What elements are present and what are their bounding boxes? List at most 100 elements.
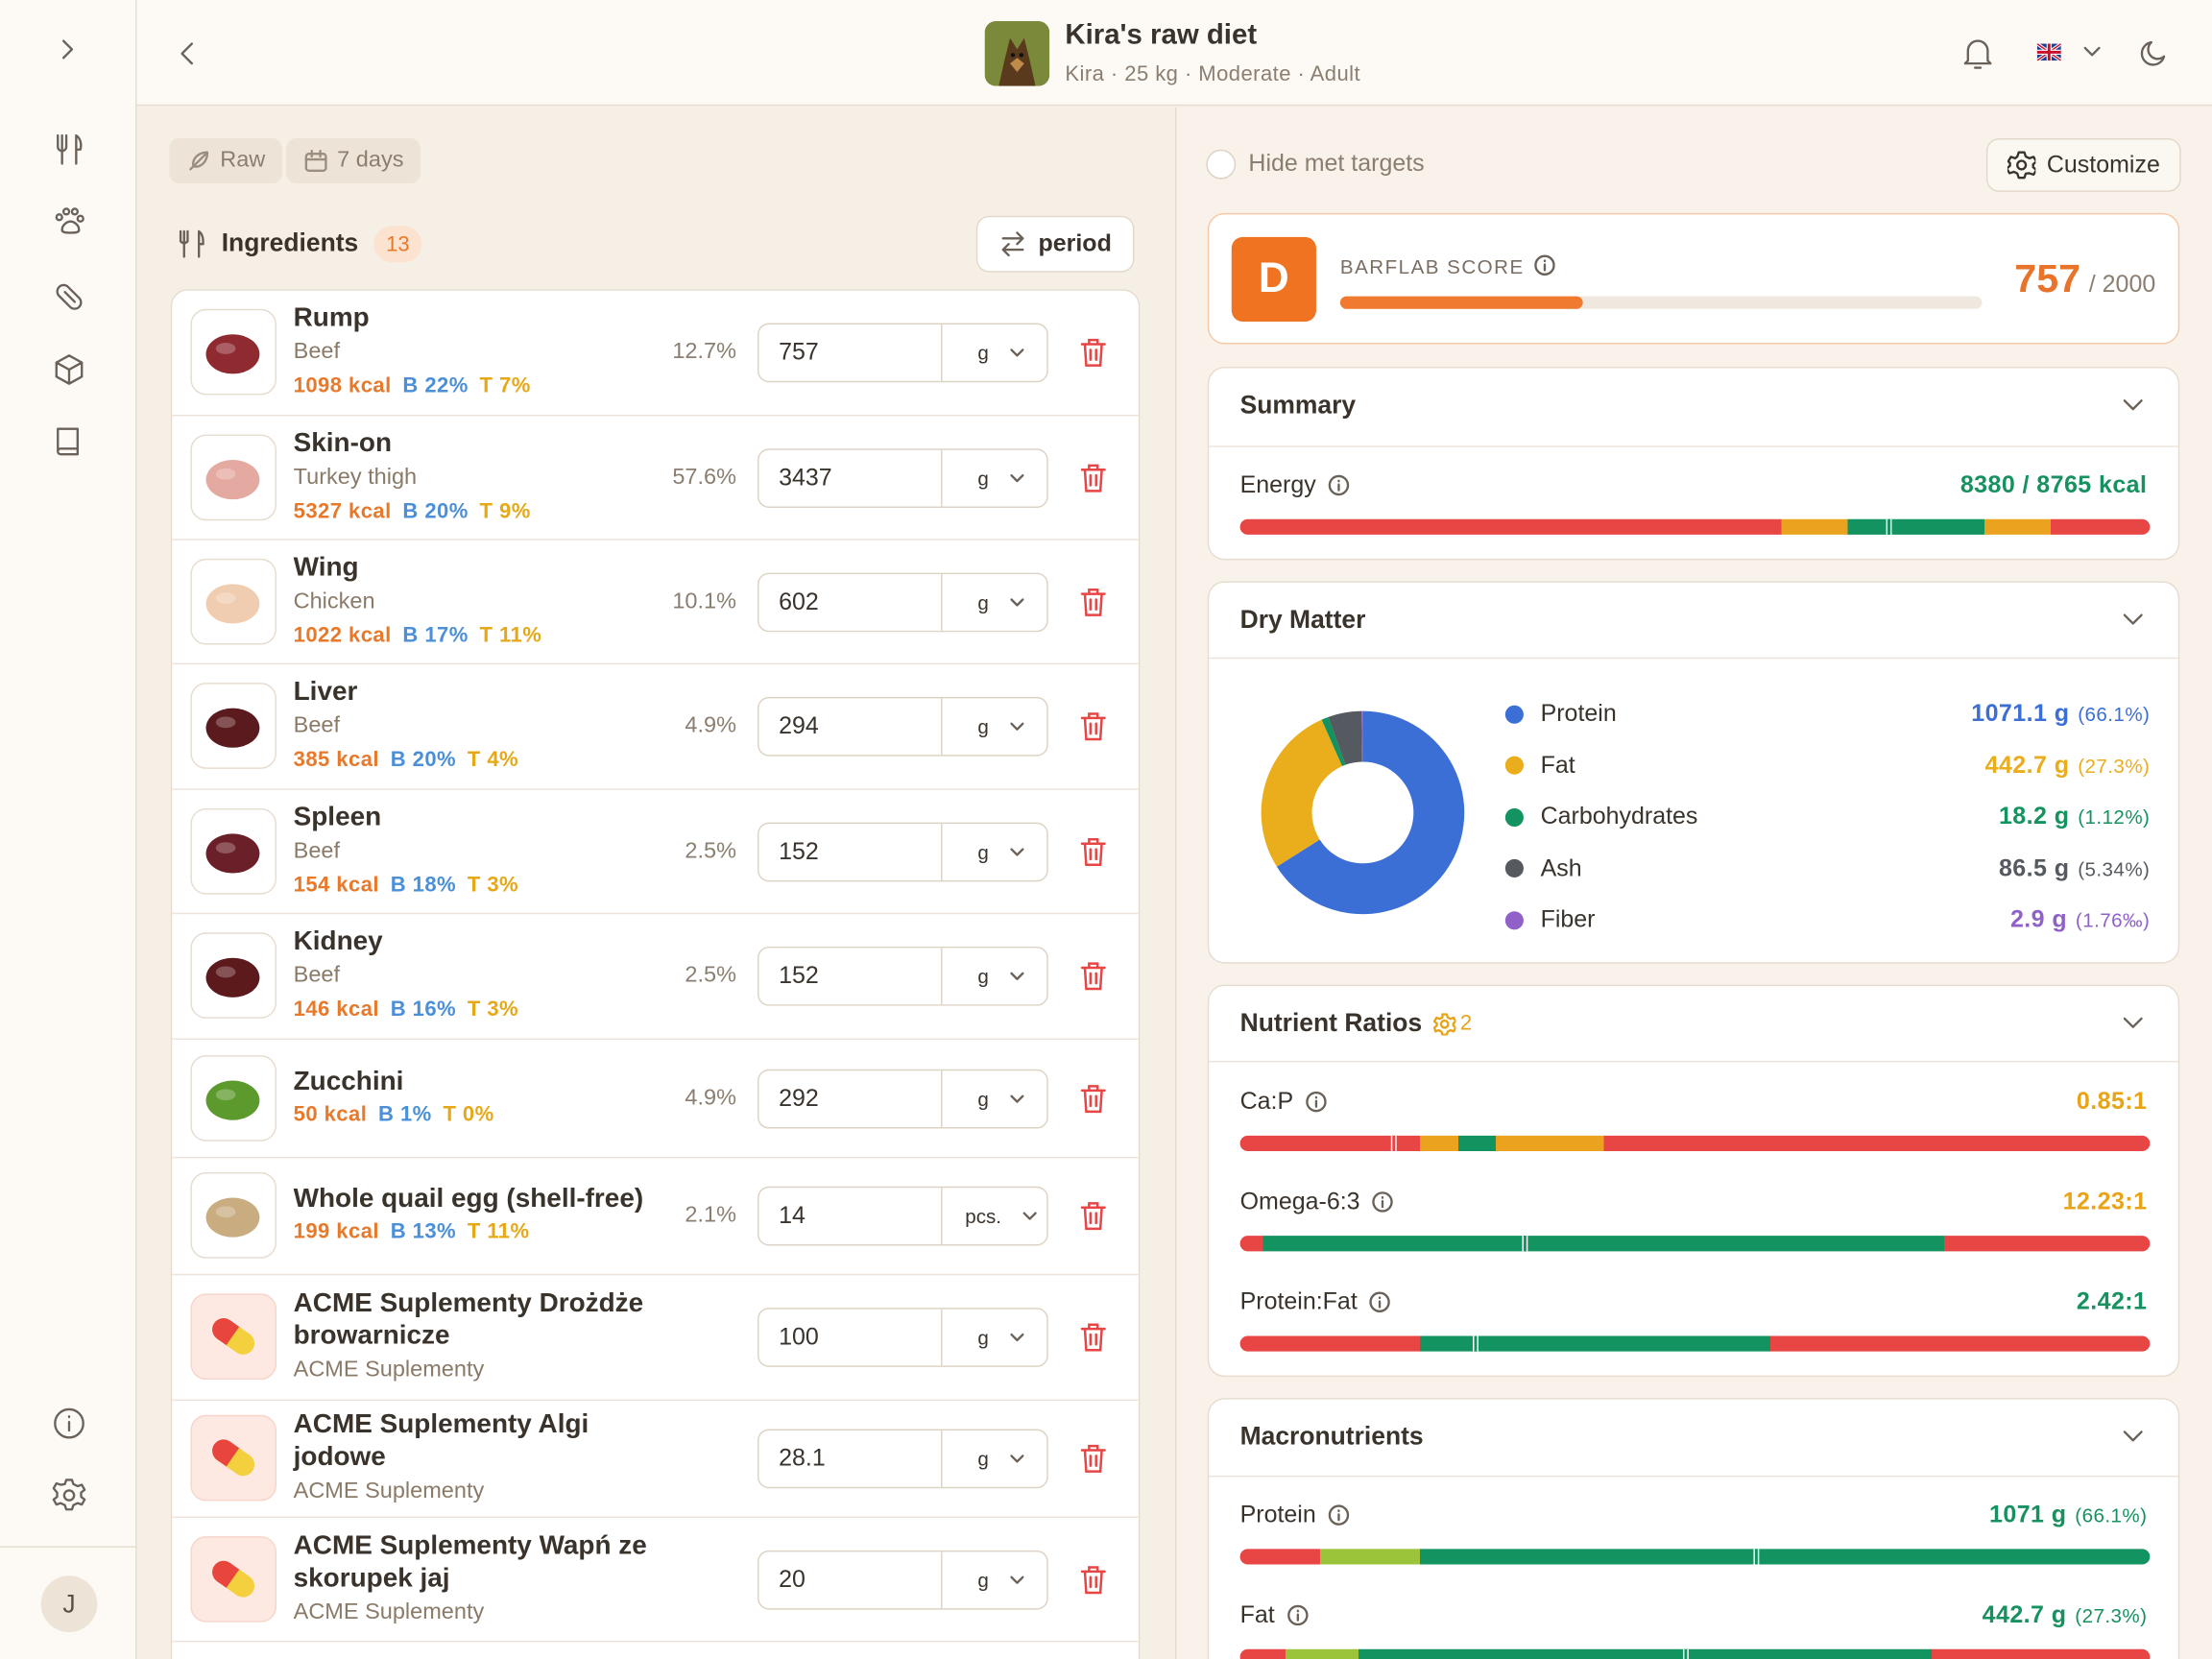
row-value: 0.85:1 — [2077, 1088, 2147, 1116]
amount-input[interactable]: 20 g — [757, 1550, 1048, 1609]
collapse[interactable] — [2122, 1014, 2145, 1031]
back-button[interactable] — [177, 41, 200, 66]
protein-share: B 13% — [390, 1219, 457, 1244]
amount-input[interactable]: 152 g — [757, 946, 1048, 1006]
info-icon[interactable] — [1369, 1290, 1392, 1313]
info-icon[interactable] — [1328, 1503, 1351, 1527]
info-icon[interactable] — [1533, 253, 1556, 276]
ingredient-name: ACME Suplementy Algi jodowe — [293, 1409, 589, 1473]
legend-name: Fat — [1540, 751, 1575, 779]
info-icon[interactable] — [1305, 1091, 1328, 1114]
unit-label: g — [977, 1326, 989, 1349]
delete-button[interactable] — [1079, 961, 1107, 992]
info-icon[interactable] — [1371, 1190, 1394, 1214]
settings-icon[interactable] — [51, 1477, 87, 1513]
protein-share: B 20% — [390, 747, 457, 772]
sidebar: J — [0, 0, 137, 1659]
delete-button[interactable] — [1079, 1443, 1107, 1474]
value: 2.42:1 — [2076, 1287, 2148, 1315]
gauge — [1239, 1135, 2151, 1152]
unit-select[interactable]: g — [943, 1310, 1047, 1366]
share: (5.34%) — [2078, 857, 2151, 880]
hide-met-label: Hide met targets — [1248, 149, 1425, 177]
delete-button[interactable] — [1079, 337, 1107, 368]
expand-icon[interactable] — [57, 38, 80, 61]
amount-value: 20 — [759, 1551, 943, 1608]
delete-button[interactable] — [1079, 836, 1107, 867]
products-icon[interactable] — [51, 351, 87, 388]
diet-type-chip[interactable]: Raw — [169, 138, 282, 184]
language-menu[interactable] — [2082, 44, 2103, 61]
ratios-card: Nutrient Ratios 2 Ca:P 0.85:1 Omega-6:3 12.2… — [1207, 984, 2180, 1378]
unit-label: g — [977, 341, 989, 365]
ingredient-thumb — [190, 433, 277, 520]
delete-button[interactable] — [1079, 1200, 1107, 1231]
chip-label: Raw — [220, 148, 266, 173]
notifications[interactable] — [1960, 36, 1994, 72]
amount-input[interactable]: 152 g — [757, 821, 1048, 881]
nutrient-line: 154 kcal B 18% T 3% — [294, 868, 675, 902]
supplements-icon[interactable] — [51, 279, 87, 316]
delete-button[interactable] — [1079, 587, 1107, 617]
fat-share: T 0% — [443, 1101, 494, 1126]
ingredient-percent: 10.1% — [672, 589, 737, 613]
delete-button[interactable] — [1079, 1564, 1107, 1595]
delete-button[interactable] — [1079, 711, 1107, 742]
unit-select[interactable]: g — [943, 698, 1047, 755]
ingredient-source: ACME Suplementy — [293, 1599, 485, 1624]
share: (1.12%) — [2078, 805, 2151, 829]
ingredient-row: Zucchini 50 kcal B 1% T 0% 4.9% 292 g — [172, 1040, 1139, 1159]
amount-value: 152 — [759, 948, 943, 1005]
collapse[interactable] — [2122, 397, 2145, 414]
share: (27.3%) — [2078, 754, 2151, 778]
theme-toggle[interactable] — [2137, 36, 2171, 70]
amount-input[interactable]: 602 g — [757, 571, 1048, 632]
unit-select[interactable]: g — [943, 449, 1047, 506]
unit-select[interactable]: pcs. — [943, 1188, 1047, 1244]
donut-slice — [1261, 719, 1343, 867]
unit-select[interactable]: g — [943, 948, 1047, 1004]
info-icon[interactable] — [51, 1406, 87, 1442]
amount-input[interactable]: 14 pcs. — [757, 1186, 1048, 1246]
unit-select[interactable]: g — [943, 325, 1047, 381]
unit-select[interactable]: g — [943, 823, 1047, 879]
unit-label: g — [977, 589, 989, 613]
ingredients-title: Ingredients — [221, 228, 359, 257]
ingredient-row: ACME Suplementy Algi jodowe ACME Suplemen… — [172, 1401, 1139, 1519]
delete-button[interactable] — [1079, 462, 1107, 493]
unit-chevron — [1010, 1575, 1024, 1584]
unit-select[interactable]: g — [943, 573, 1047, 630]
amount-input[interactable]: 28.1 g — [757, 1429, 1048, 1489]
ingredient-source: Chicken — [293, 589, 375, 613]
collapse[interactable] — [2122, 1428, 2145, 1445]
collapse[interactable] — [2122, 611, 2145, 628]
period-chip[interactable]: 7 days — [286, 138, 421, 184]
unit-select[interactable]: g — [943, 1551, 1047, 1608]
pets-icon[interactable] — [51, 204, 87, 241]
ingredient-percent: 2.5% — [685, 963, 737, 988]
amount-input[interactable]: 757 g — [757, 323, 1048, 383]
food-image — [205, 1197, 260, 1238]
ingredient-source: Turkey thigh — [293, 465, 418, 490]
amount-input[interactable]: 292 g — [757, 1069, 1048, 1128]
book-icon[interactable] — [51, 423, 87, 460]
legend-dot — [1504, 705, 1524, 724]
avatar[interactable]: J — [40, 1575, 98, 1633]
customize-button[interactable]: Customize — [1985, 138, 2181, 192]
delete-button[interactable] — [1079, 1083, 1107, 1114]
gauge-marker — [1753, 1549, 1759, 1565]
amount-input[interactable]: 100 g — [757, 1308, 1048, 1367]
amount-input[interactable]: 3437 g — [757, 447, 1048, 508]
ingredient-name: Kidney — [293, 926, 383, 957]
unit-select[interactable]: g — [943, 1070, 1047, 1127]
unit-select[interactable]: g — [943, 1431, 1047, 1487]
delete-button[interactable] — [1079, 1322, 1107, 1353]
info-icon[interactable] — [1286, 1604, 1309, 1627]
language-flag[interactable] — [2036, 43, 2061, 61]
period-button[interactable]: period — [975, 215, 1135, 273]
amount-input[interactable]: 294 g — [757, 696, 1048, 757]
meals-icon[interactable] — [51, 132, 87, 168]
hide-met-checkbox[interactable] — [1206, 149, 1237, 180]
score-card: D BARFLAB SCORE 757 / 2000 — [1207, 212, 2180, 345]
legend-row: Protein 1071.1 g (66.1%) — [1504, 688, 2151, 740]
